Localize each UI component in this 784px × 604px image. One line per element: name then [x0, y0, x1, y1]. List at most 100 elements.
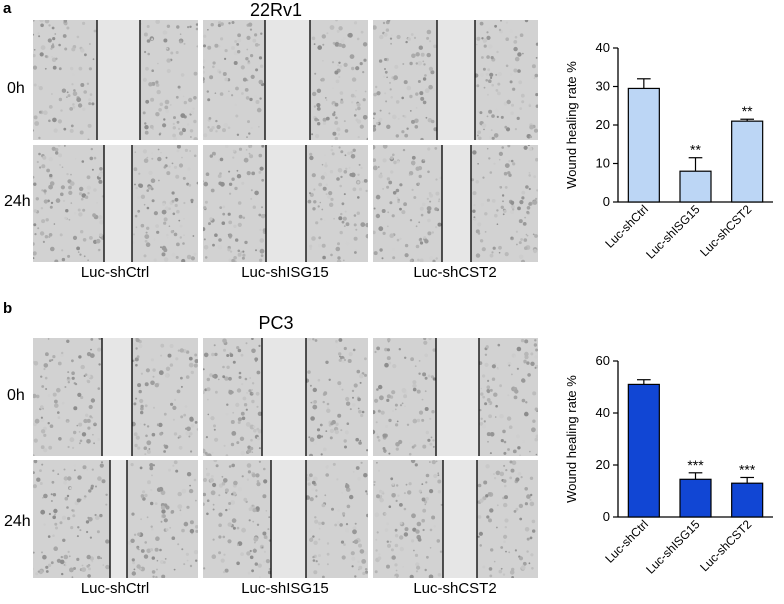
cell-dot — [86, 439, 91, 444]
cell-dot — [349, 408, 352, 411]
cell-dot — [503, 451, 507, 455]
cell-dot — [403, 507, 407, 511]
cell-dot — [397, 200, 400, 204]
cell-dot — [512, 208, 515, 211]
cell-dot — [240, 251, 243, 254]
cell-dot — [427, 170, 430, 174]
cell-dot — [520, 476, 523, 479]
cell-dot — [325, 162, 327, 164]
cell-dot — [340, 429, 343, 432]
cell-dot — [222, 128, 226, 133]
cell-dot — [33, 471, 35, 474]
cell-dot — [484, 353, 488, 356]
cell-dot — [228, 22, 231, 25]
cell-dot — [140, 22, 143, 25]
cell-dot — [39, 231, 45, 236]
cell-dot — [222, 375, 226, 379]
cell-dot — [133, 432, 138, 437]
cell-dot — [175, 469, 179, 473]
cell-dot — [231, 177, 235, 181]
cell-dot — [257, 429, 262, 434]
cell-dot — [261, 546, 264, 549]
panel-a-col-label-isg15: Luc-shISG15 — [241, 264, 329, 281]
cell-dot — [98, 338, 102, 340]
cell-dot — [171, 199, 175, 203]
cell-dot — [39, 469, 42, 472]
cell-dot — [309, 384, 312, 387]
cell-dot — [252, 520, 255, 523]
cell-dot — [70, 66, 74, 71]
cell-dot — [358, 565, 363, 570]
cell-dot — [498, 151, 503, 156]
cell-dot — [95, 238, 101, 244]
cell-dot — [479, 544, 482, 547]
cell-dot — [73, 464, 77, 468]
cell-dot — [343, 62, 348, 67]
cell-dot — [246, 478, 250, 481]
cell-dot — [514, 56, 520, 62]
cell-dot — [89, 353, 95, 358]
cell-dot — [247, 470, 251, 474]
cell-dot — [255, 68, 259, 72]
cell-dot — [322, 60, 324, 62]
cell-dot — [131, 571, 136, 576]
cell-dot — [151, 556, 155, 560]
cell-dot — [391, 247, 396, 252]
cell-dot — [513, 68, 518, 73]
cell-dot — [175, 51, 179, 54]
cell-dot — [69, 107, 74, 111]
cell-dot — [358, 187, 363, 191]
cell-dot — [95, 515, 100, 520]
cell-dot — [208, 117, 212, 120]
x-tick-label: Luc-shCtrl — [602, 517, 651, 566]
cell-dot — [90, 338, 94, 341]
cell-dot — [66, 96, 68, 98]
cell-dot — [150, 501, 154, 506]
cell-dot — [156, 230, 160, 234]
cell-dot — [105, 493, 108, 496]
cell-dot — [491, 114, 495, 118]
cell-dot — [439, 550, 443, 553]
cell-dot — [48, 445, 53, 450]
cell-dot — [73, 212, 77, 215]
cell-dot — [409, 574, 414, 578]
cell-dot — [323, 391, 328, 396]
cell-dot — [404, 527, 409, 532]
cell-dot — [314, 519, 319, 524]
cell-dot — [72, 105, 76, 109]
y-tick-label: 10 — [596, 156, 610, 171]
cell-dot — [473, 204, 476, 207]
cell-dot — [265, 559, 270, 564]
cell-dot — [502, 429, 506, 434]
cell-dot — [171, 536, 176, 540]
cell-dot — [164, 105, 169, 110]
cell-dot — [514, 549, 517, 552]
cell-dot — [37, 32, 40, 35]
cell-dot — [224, 49, 228, 53]
cell-dot — [133, 167, 138, 172]
cell-dot — [67, 381, 70, 384]
cell-dot — [228, 90, 230, 93]
cell-dot — [387, 20, 391, 22]
cell-dot — [255, 473, 260, 478]
cell-dot — [510, 204, 515, 209]
cell-dot — [222, 338, 227, 344]
cell-dot — [231, 463, 235, 468]
cell-dot — [176, 25, 180, 29]
cell-dot — [186, 472, 192, 477]
cell-dot — [390, 477, 394, 481]
cell-dot — [67, 445, 70, 449]
cell-dot — [81, 567, 87, 572]
cell-dot — [490, 129, 493, 131]
cell-dot — [48, 359, 52, 362]
cell-dot — [173, 232, 178, 237]
cell-dot — [67, 516, 71, 521]
cell-dot — [355, 228, 358, 231]
cell-dot — [71, 509, 74, 512]
cell-dot — [425, 473, 430, 478]
cell-dot — [332, 131, 337, 136]
cell-dot — [240, 552, 244, 556]
cell-dot — [237, 222, 242, 227]
cell-dot — [409, 94, 413, 99]
cell-dot — [256, 523, 260, 526]
